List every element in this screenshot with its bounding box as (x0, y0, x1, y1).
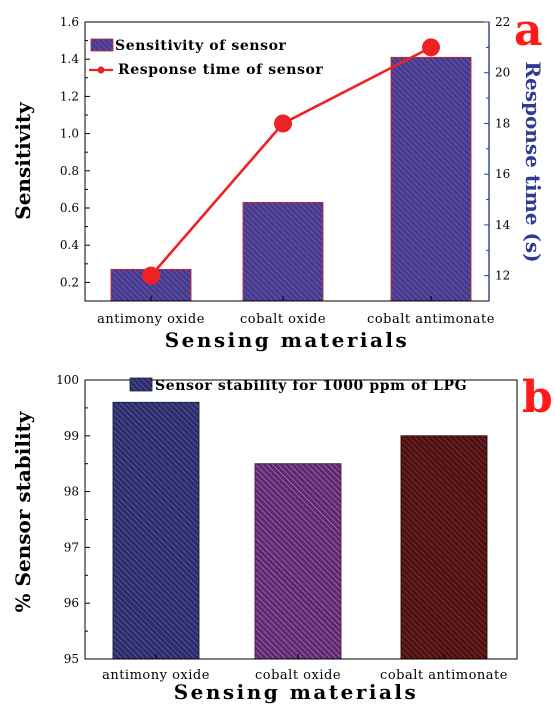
panel-b-bars (112, 401, 488, 660)
stability-bar-2 (400, 435, 488, 660)
panel-b-tick-label-4: 99 (64, 429, 79, 443)
panel-b-category-label-2: cobalt antimonate (380, 668, 508, 683)
legend-swatch-stability (129, 377, 153, 392)
response-time-point-0 (142, 266, 160, 285)
panel-b-tick-label-2: 97 (64, 540, 79, 554)
panel-b-y-axis-label: % Sensor stability (11, 410, 35, 612)
panel-b-tick-label-5: 100 (56, 373, 79, 387)
left-tick-label-3: 0.8 (60, 164, 79, 178)
panel-a-bars (110, 56, 472, 302)
response-time-point-1 (274, 114, 292, 133)
sensitivity-bar-1 (242, 201, 324, 302)
left-tick-label-2: 0.6 (60, 201, 79, 215)
panel-b-category-label-1: cobalt oxide (255, 668, 341, 683)
panel-a-y-axis-label: Sensitivity (11, 101, 35, 220)
right-tick-label-0: 12 (495, 269, 510, 283)
panel-b-tick-label-3: 98 (64, 485, 79, 499)
right-tick-label-4: 20 (495, 66, 510, 80)
right-tick-label-3: 18 (495, 116, 510, 130)
panel-a-right-axis: 12 14 16 18 20 22 (484, 15, 511, 301)
panel-a-line-series (142, 38, 440, 285)
panel-a-category-label-0: antimony oxide (97, 312, 205, 327)
left-tick-label-0: 0.2 (60, 275, 79, 289)
left-tick-label-5: 1.2 (60, 89, 79, 103)
panel-b-x-axis: antimony oxide cobalt oxide cobalt antimon… (102, 654, 508, 683)
stability-bar-1 (254, 463, 342, 660)
left-tick-label-6: 1.4 (60, 52, 79, 66)
panel-a: 0.2 0.4 0.6 0.8 1.0 1.2 1.4 1.6 12 14 16 18 20 22 an… (11, 5, 545, 352)
panel-b-legend: Sensor stability for 1000 ppm of LPG (129, 377, 467, 394)
right-tick-label-1: 14 (495, 218, 511, 232)
panel-b-tick-label-1: 96 (64, 596, 79, 610)
response-time-point-2 (422, 38, 440, 57)
left-tick-label-4: 1.0 (60, 127, 79, 141)
panel-a-x-axis-label: Sensing materials (165, 328, 410, 352)
panel-b-x-axis-label: Sensing materials (174, 680, 419, 704)
panel-b-letter: b (522, 372, 553, 423)
legend-label-stability: Sensor stability for 1000 ppm of LPG (155, 378, 467, 394)
sensitivity-bar-2 (390, 56, 472, 302)
panel-b-category-label-0: antimony oxide (102, 668, 210, 683)
legend-label-response-time: Response time of sensor (118, 62, 323, 78)
panel-a-category-label-1: cobalt oxide (240, 312, 326, 327)
panel-b-tick-label-0: 95 (64, 652, 79, 666)
panel-a-right-axis-label: Response time (s) (521, 61, 545, 262)
panel-b: 95 96 97 98 99 100 antimony oxide cobalt oxide… (11, 372, 553, 704)
stability-bar-0 (112, 401, 200, 660)
legend-label-sensitivity: Sensitivity of sensor (115, 38, 287, 54)
panel-a-category-label-2: cobalt antimonate (367, 312, 495, 327)
panel-a-letter: a (514, 5, 543, 56)
right-tick-label-2: 16 (495, 167, 510, 181)
panel-a-x-axis: antimony oxide cobalt oxide cobalt antimon… (97, 296, 495, 327)
legend-swatch-sensitivity (90, 38, 114, 52)
panel-a-left-axis: 0.2 0.4 0.6 0.8 1.0 1.2 1.4 1.6 (60, 15, 90, 289)
left-tick-label-1: 0.4 (60, 238, 79, 252)
legend-swatch-response-marker (97, 66, 105, 74)
panel-b-left-axis: 95 96 97 98 99 100 (56, 373, 90, 666)
panel-a-legend: Sensitivity of sensor Response time of s… (89, 38, 323, 78)
right-tick-label-5: 22 (495, 15, 510, 29)
left-tick-label-7: 1.6 (60, 15, 79, 29)
